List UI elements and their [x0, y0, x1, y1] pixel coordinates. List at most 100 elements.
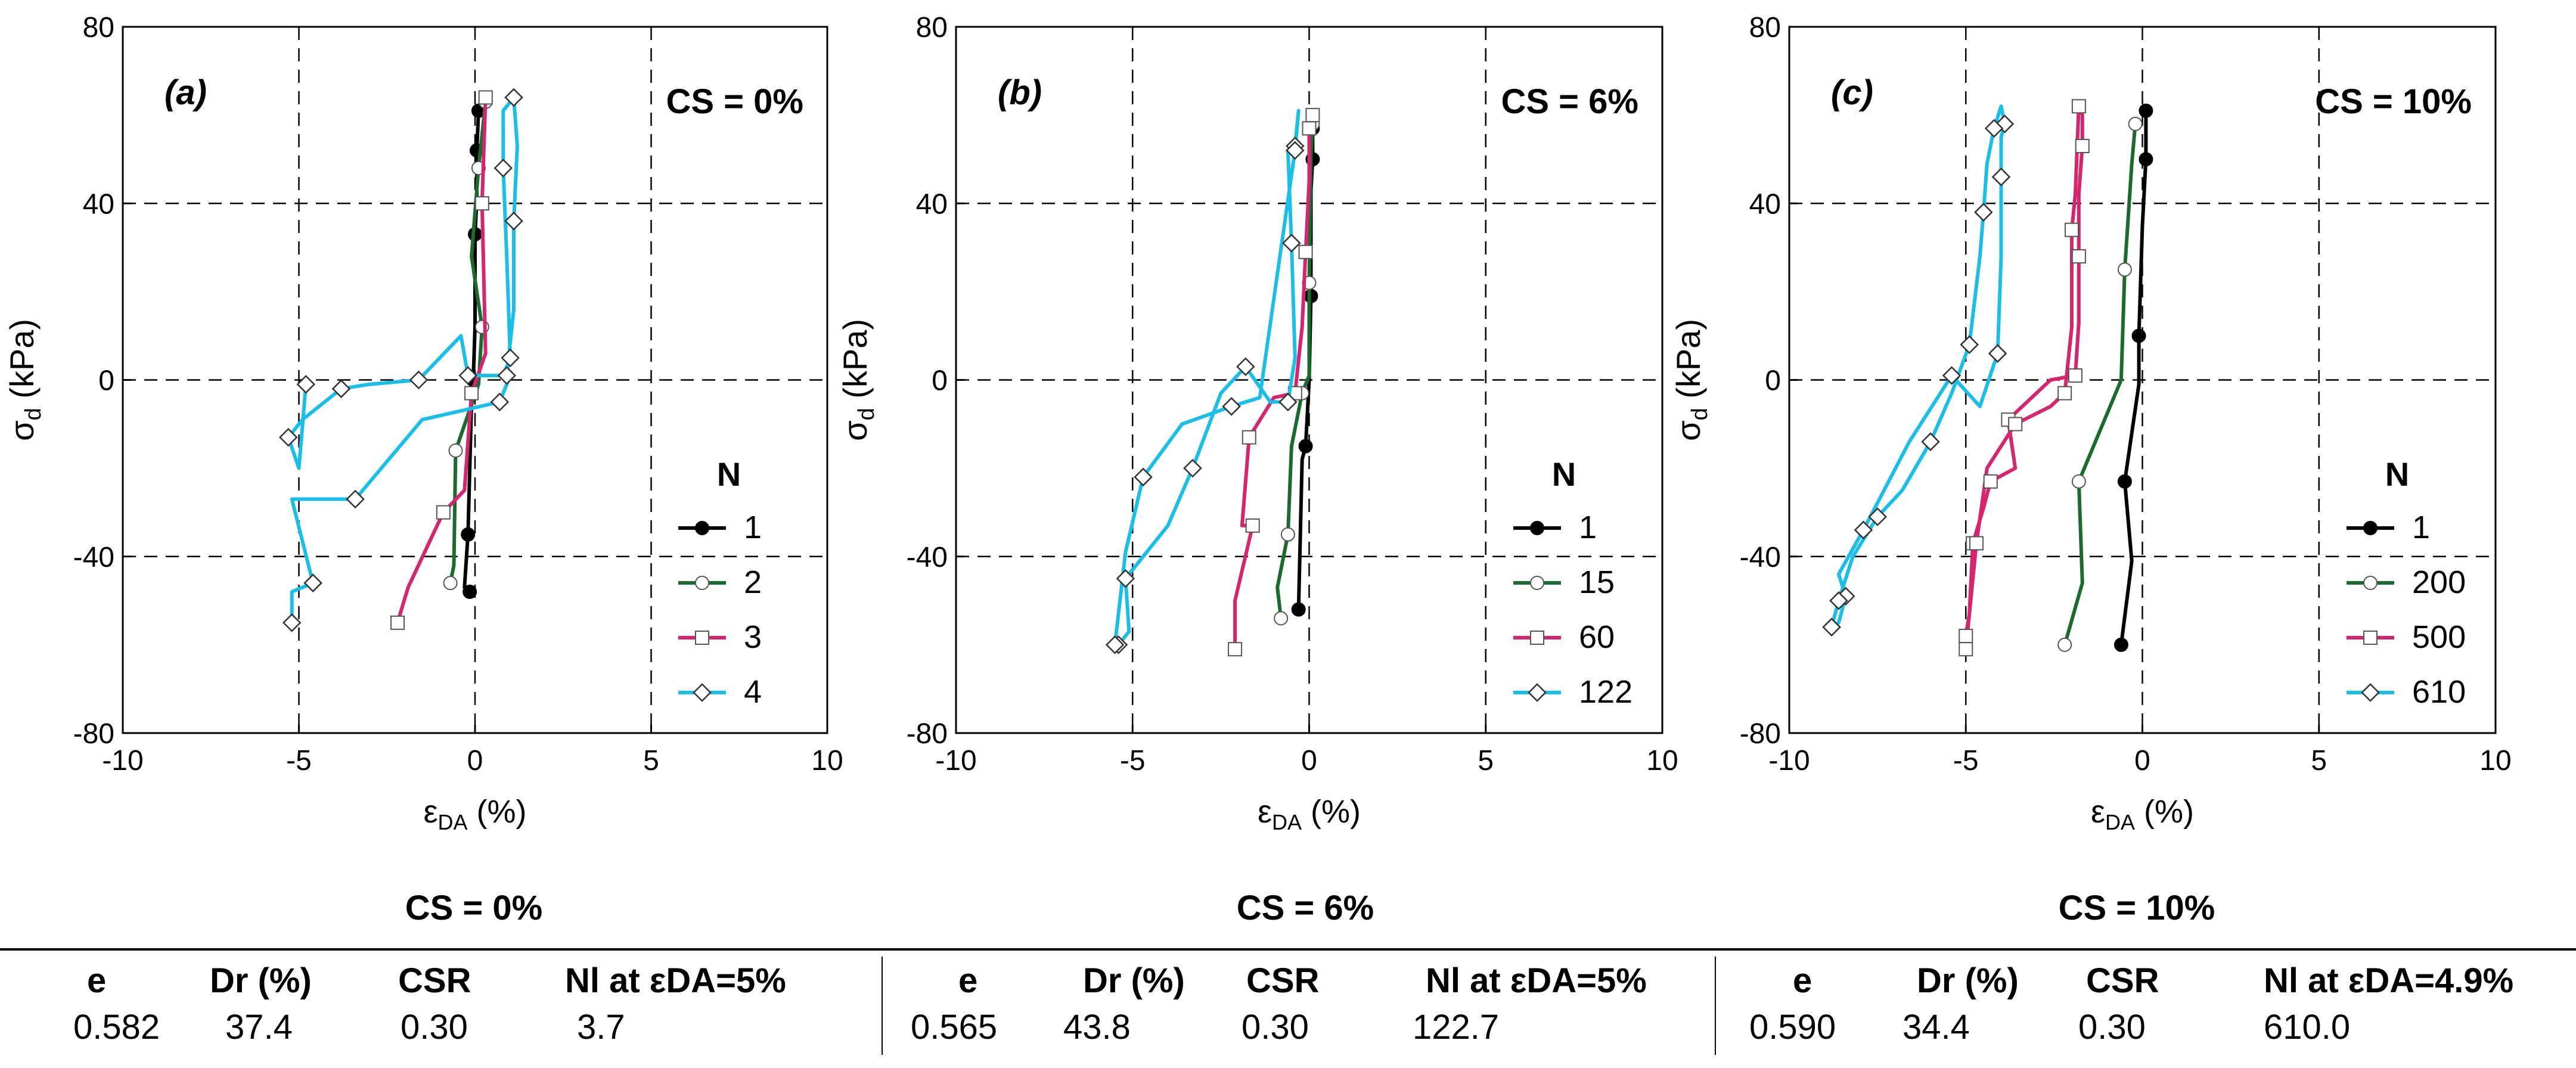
series-500: [1959, 99, 2090, 657]
y-tick-label: 80: [1749, 12, 1781, 44]
data-point: [1854, 520, 1873, 540]
y-axis-label: σd (kPa): [836, 319, 879, 441]
data-point: [1286, 141, 1305, 160]
data-point: [1868, 507, 1887, 526]
table-separator: [882, 957, 883, 1055]
series-1: [2113, 103, 2153, 652]
data-point: [1974, 203, 1993, 222]
legend-label: 4: [744, 674, 762, 710]
table-header-e: e: [87, 961, 107, 1000]
data-point: [1134, 467, 1153, 487]
legend-title: N: [717, 455, 741, 493]
data-point: [490, 392, 510, 412]
chart-panel: -10 -5 0 5 10 80 40 0 -40 -80 εDA (%) σd (kPa) (a) CS…: [3, 12, 843, 834]
data-point: [1291, 602, 1306, 617]
y-tick-label: 0: [1765, 365, 1781, 397]
data-point: [1116, 569, 1135, 588]
data-point: [464, 386, 479, 401]
table-value-nl: 122.7: [1413, 1008, 1500, 1047]
y-tick-label: 40: [1749, 188, 1781, 220]
table-value-dr: 43.8: [1063, 1008, 1131, 1047]
table-header-csr: CSR: [398, 961, 471, 1000]
legend-label: 3: [744, 619, 762, 655]
data-point: [1280, 527, 1295, 542]
table-header-nl: Nl at εDA=5%: [565, 961, 786, 1000]
y-tick-label: -40: [1740, 542, 1781, 573]
data-point: [504, 212, 523, 231]
table-header-dr: Dr (%): [1917, 961, 2019, 1000]
data-point: [390, 615, 405, 630]
x-tick-label: -10: [1768, 745, 1810, 777]
series-line: [1964, 104, 2084, 650]
data-point: [2128, 116, 2143, 131]
table-header-csr: CSR: [2086, 961, 2159, 1000]
x-tick-label: -5: [1953, 745, 1979, 777]
table-value-csr: 0.30: [2078, 1008, 2146, 1047]
x-axis-label: εDA (%): [2091, 794, 2194, 834]
x-tick-label: 5: [1478, 745, 1494, 777]
x-axis-label: εDA (%): [1258, 794, 1361, 834]
y-tick-label: 40: [916, 188, 948, 220]
data-point: [2068, 368, 2082, 383]
legend-label: 1: [2412, 510, 2430, 545]
table-value-dr: 37.4: [225, 1008, 293, 1047]
y-axis-label: σd (kPa): [1669, 319, 1712, 441]
data-point: [1302, 121, 1317, 136]
data-point: [1960, 335, 1979, 355]
data-point: [1959, 642, 1973, 657]
data-point: [346, 489, 365, 509]
x-tick-label: 0: [1301, 745, 1317, 777]
legend-label: 500: [2412, 619, 2466, 655]
series-200: [2057, 116, 2143, 652]
y-tick-label: 40: [83, 188, 114, 220]
series-3: [390, 90, 493, 630]
data-point: [303, 573, 322, 592]
data-point: [1282, 234, 1301, 253]
data-point: [2057, 637, 2072, 652]
table-header-csr: CSR: [1246, 961, 1320, 1000]
data-point: [1829, 591, 1848, 610]
x-tick-label: 0: [2134, 745, 2150, 777]
data-point: [2057, 386, 2072, 401]
legend-label: 200: [2412, 564, 2466, 600]
data-point: [2071, 249, 2086, 264]
data-point: [693, 683, 712, 702]
table-value-csr: 0.30: [1242, 1008, 1309, 1047]
data-point: [1245, 518, 1260, 533]
data-point: [279, 428, 298, 447]
data-point: [1236, 357, 1255, 377]
data-point: [497, 366, 516, 385]
data-point: [474, 196, 489, 211]
data-point: [2131, 328, 2146, 343]
panel-letter: (a): [165, 73, 207, 112]
data-point: [1530, 521, 1544, 535]
data-point: [695, 521, 709, 535]
data-point: [1222, 397, 1241, 416]
x-tick-label: 10: [1646, 745, 1678, 777]
data-point: [1305, 108, 1320, 123]
series-60: [1228, 108, 1320, 657]
data-point: [1530, 576, 1544, 590]
legend-title: N: [2385, 455, 2409, 493]
table-value-csr: 0.30: [401, 1008, 468, 1047]
data-point: [1528, 683, 1547, 702]
x-tick-label: -10: [935, 745, 976, 777]
data-point: [1274, 611, 1289, 626]
table-title-cs10: CS = 10%: [2058, 889, 2215, 927]
table-value-nl: 3.7: [577, 1008, 625, 1047]
data-point: [1530, 631, 1544, 645]
series-line: [286, 95, 519, 623]
data-point: [2139, 152, 2153, 167]
data-point: [2008, 417, 2023, 431]
data-point: [2139, 103, 2153, 118]
table-separator: [1715, 957, 1716, 1055]
data-point: [436, 505, 451, 520]
data-point: [1969, 536, 1984, 551]
x-tick-label: 0: [467, 745, 483, 777]
data-point: [1988, 344, 2007, 363]
x-tick-label: 10: [2479, 745, 2511, 777]
data-point: [2363, 631, 2378, 645]
y-tick-label: -40: [73, 542, 114, 573]
y-tick-label: -80: [73, 718, 114, 750]
